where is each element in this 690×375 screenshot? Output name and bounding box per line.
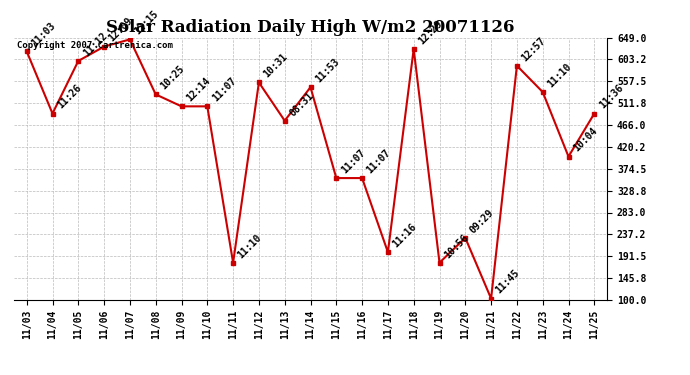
Text: 08:31: 08:31 xyxy=(288,90,315,118)
Text: 11:10: 11:10 xyxy=(546,62,573,89)
Text: 10:56: 10:56 xyxy=(442,232,470,260)
Text: 11:45: 11:45 xyxy=(494,268,522,296)
Text: 11:10: 11:10 xyxy=(236,232,264,260)
Text: 11:07: 11:07 xyxy=(210,76,238,104)
Text: 12:57: 12:57 xyxy=(520,35,548,63)
Text: 11:16: 11:16 xyxy=(391,222,419,249)
Text: 11:07: 11:07 xyxy=(339,147,367,175)
Text: 12:15: 12:15 xyxy=(132,9,161,37)
Text: 09:29: 09:29 xyxy=(468,207,496,235)
Text: 11:03: 11:03 xyxy=(30,21,57,49)
Text: 11:36: 11:36 xyxy=(597,83,625,111)
Text: 12:29: 12:29 xyxy=(417,18,444,46)
Text: 11:12: 11:12 xyxy=(81,30,109,58)
Text: 10:04: 10:04 xyxy=(571,126,599,154)
Text: 10:31: 10:31 xyxy=(262,52,290,80)
Title: Solar Radiation Daily High W/m2 20071126: Solar Radiation Daily High W/m2 20071126 xyxy=(106,19,515,36)
Text: 10:25: 10:25 xyxy=(159,64,186,92)
Text: 11:26: 11:26 xyxy=(55,83,83,111)
Text: 12:14: 12:14 xyxy=(184,76,212,104)
Text: 11:07: 11:07 xyxy=(365,147,393,175)
Text: 11:53: 11:53 xyxy=(313,57,341,84)
Text: Copyright 2007 Cartrenica.com: Copyright 2007 Cartrenica.com xyxy=(17,42,172,51)
Text: 12:09: 12:09 xyxy=(107,16,135,44)
